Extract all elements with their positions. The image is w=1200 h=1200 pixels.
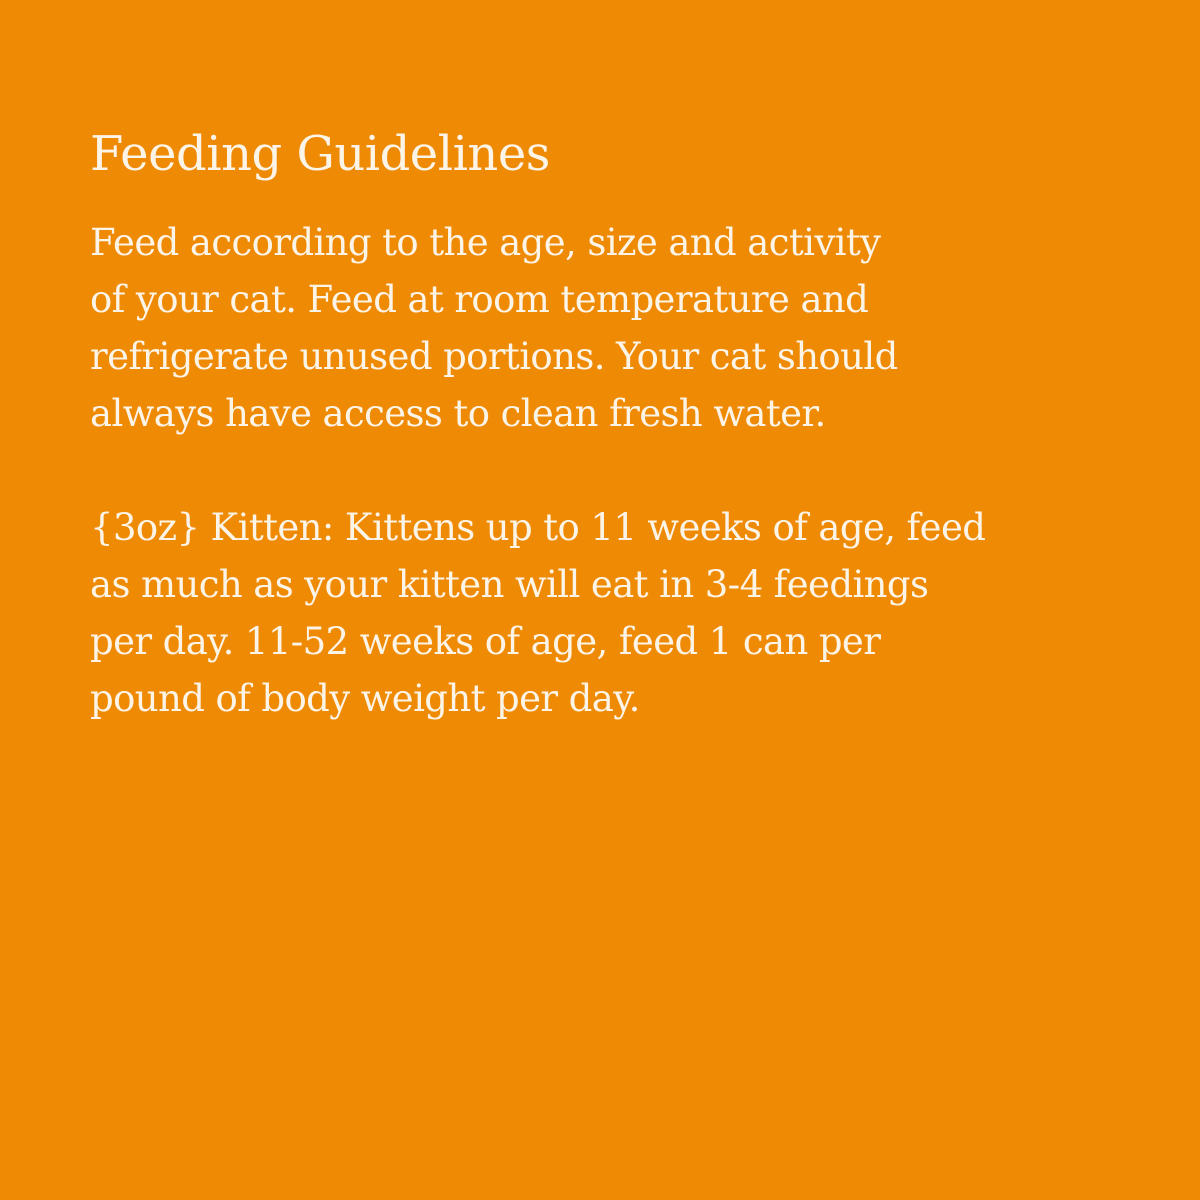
page-title: Feeding Guidelines (90, 126, 550, 182)
text-line: pound of body weight per day. (90, 677, 640, 720)
text-line: per day. 11-52 weeks of age, feed 1 can … (90, 620, 881, 663)
text-line: {3oz} Kitten: Kittens up to 11 weeks of … (90, 506, 986, 549)
text-line: refrigerate unused portions. Your cat sh… (90, 335, 898, 378)
text-line: of your cat. Feed at room temperature an… (90, 278, 869, 321)
kitten-instructions: {3oz} Kitten: Kittens up to 11 weeks of … (90, 499, 1110, 727)
feeding-guidelines-panel: Feeding Guidelines Feed according to the… (90, 124, 1110, 727)
general-instructions: Feed according to the age, size and acti… (90, 214, 1110, 442)
text-line: Feed according to the age, size and acti… (90, 221, 881, 264)
text-line: always have access to clean fresh water. (90, 392, 826, 435)
text-line: as much as your kitten will eat in 3-4 f… (90, 563, 929, 606)
